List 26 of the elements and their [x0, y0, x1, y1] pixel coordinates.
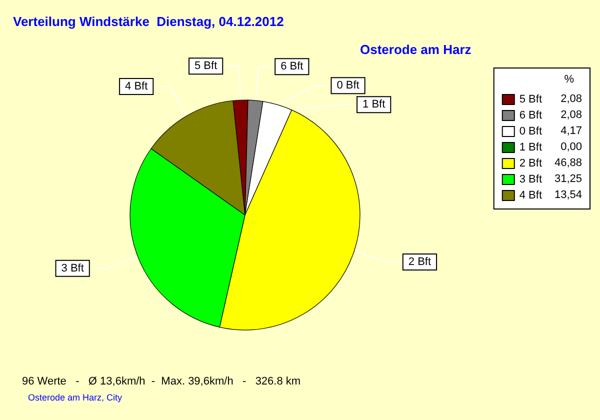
data-label: 31,25 [554, 173, 582, 185]
data-label: 2,08 [560, 109, 582, 121]
slice-label: 6 Bft [280, 60, 304, 73]
legend-label: 3 Bft [519, 174, 542, 186]
legend-label: 1 Bft [519, 142, 542, 154]
text: 0,00 [560, 141, 582, 153]
slice-label: 5 Bft [194, 60, 218, 72]
chart-title: Verteilung Windstärke Dienstag, 04.12.2012 [13, 14, 284, 29]
slice-label: 2 Bft [408, 256, 432, 268]
slice-label: 0 Bft [336, 80, 360, 92]
chart-subtitle: Osterode am Harz [360, 42, 472, 57]
legend-label: 4 Bft [519, 190, 542, 202]
legend-label: 0 Bft [519, 126, 542, 138]
data-label: 13,54 [554, 189, 582, 201]
text: Osterode am Harz, City [28, 392, 123, 402]
legend-label: 6 Bft [519, 110, 542, 122]
data-label: 4,17 [560, 125, 582, 137]
text: 96 Werte - Ø 13,6km/h - Max. 39,6km/h - 326.8 km [22, 376, 301, 388]
legend-label: 5 Bft [519, 94, 542, 106]
legend-label: 2 Bft [519, 158, 542, 170]
data-label: 46,88 [554, 157, 582, 169]
legend-title: % [564, 74, 574, 86]
category-label: 1 Bft [362, 98, 386, 111]
data-label: 2,08 [560, 93, 582, 105]
slice-label: 3 Bft [61, 262, 84, 274]
slice-label: 4 Bft [125, 80, 148, 92]
